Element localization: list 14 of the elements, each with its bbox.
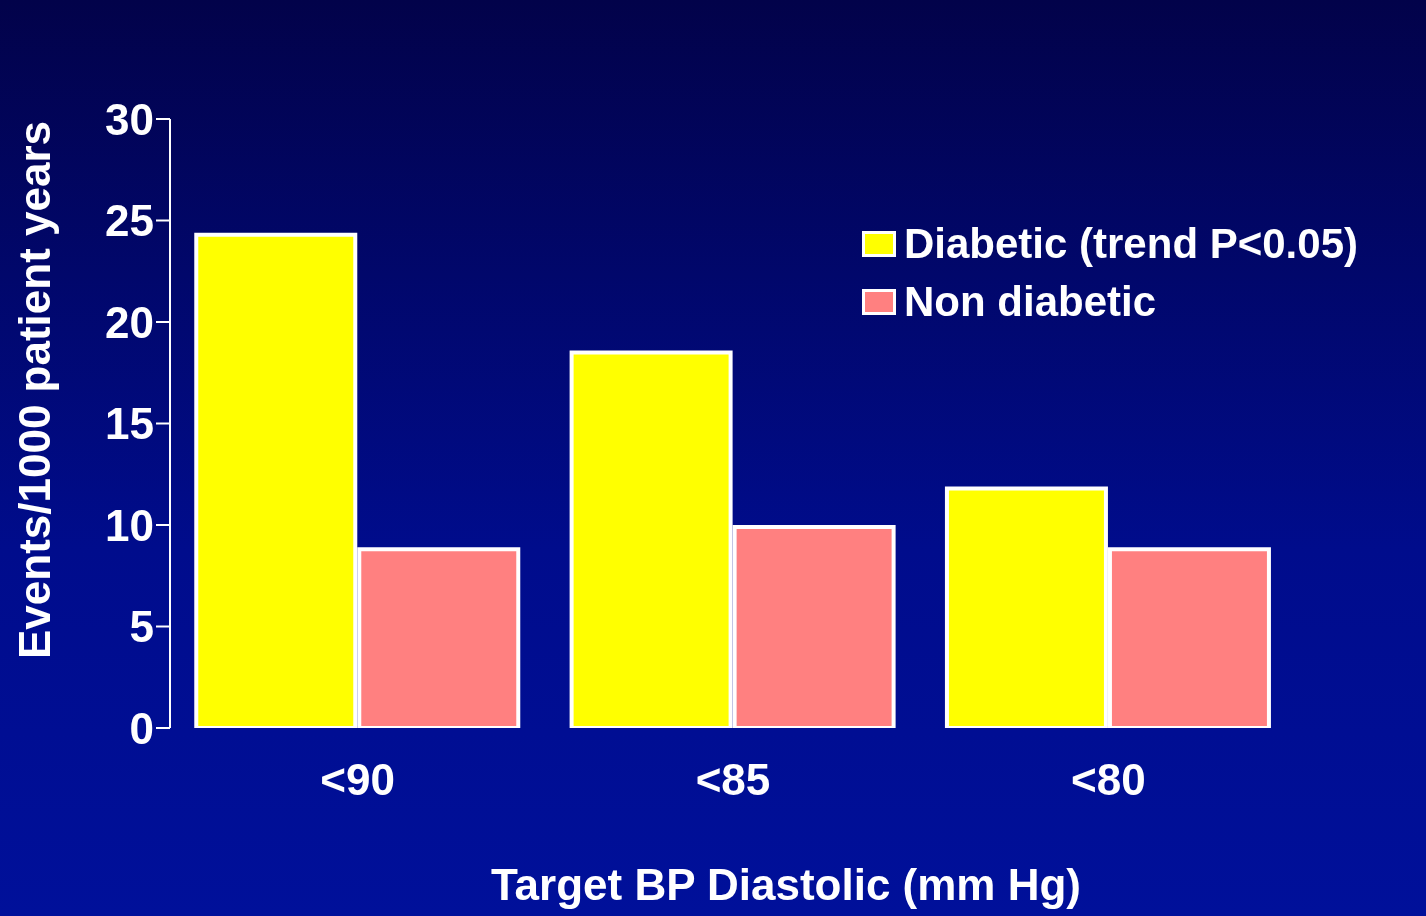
y-tick-label: 15 bbox=[105, 399, 154, 449]
legend-label: Non diabetic bbox=[904, 278, 1157, 326]
x-tick-label: <90 bbox=[320, 755, 395, 805]
y-tick-label: 10 bbox=[105, 500, 154, 550]
y-tick-label: 5 bbox=[129, 602, 154, 652]
y-tick-label: 30 bbox=[105, 94, 154, 144]
y-tick-label: 20 bbox=[105, 297, 154, 347]
y-tick-label: 0 bbox=[129, 703, 154, 753]
x-tick-label: <80 bbox=[1071, 755, 1146, 805]
legend-label: Diabetic (trend P<0.05) bbox=[904, 220, 1358, 268]
x-tick-label: <85 bbox=[695, 755, 771, 805]
x-axis-title: Target BP Diastolic (mm Hg) bbox=[490, 860, 1082, 910]
y-axis-title: Events/1000 patient years bbox=[10, 120, 60, 660]
y-tick-label: 25 bbox=[105, 196, 154, 246]
